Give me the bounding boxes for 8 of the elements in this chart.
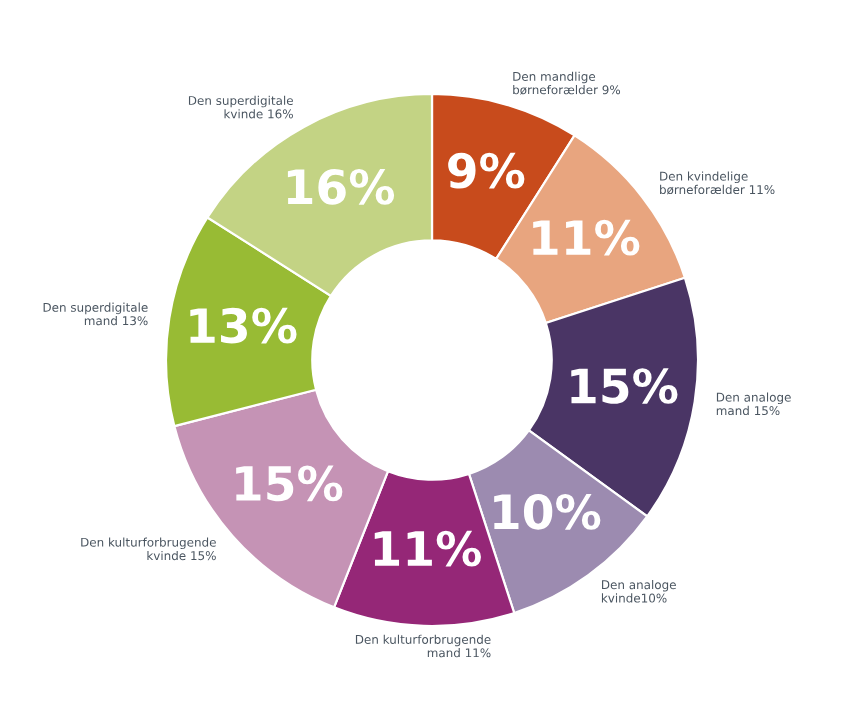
data-label: 13% — [190, 307, 297, 344]
data-label: 15% — [571, 368, 678, 404]
data-label: 16% — [287, 168, 395, 205]
data-label: 11% — [374, 530, 481, 567]
data-label: 9% — [448, 152, 525, 189]
data-label: 10% — [494, 494, 601, 530]
data-label: 11% — [533, 219, 640, 256]
data-label: 15% — [236, 465, 343, 502]
